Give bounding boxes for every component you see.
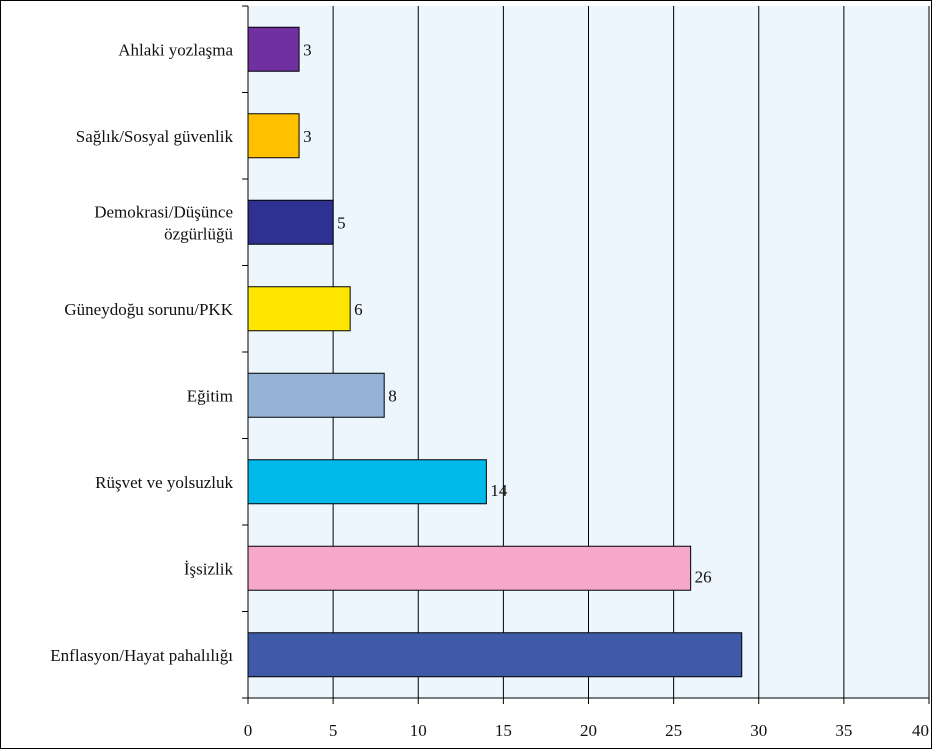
bar-6 [247,545,692,591]
category-label-4: Eğitim [187,386,233,405]
bar-1 [247,113,300,159]
category-label-7: Enflasyon/Hayat pahalılığı [50,646,233,665]
labels: Ahlaki yozlaşma 3 Sağlık/Sosyal güvenlik 3 D… [50,40,929,740]
category-label-5: Rüşvet ve yolsuzluk [95,473,233,492]
category-label-3: Güneydoğu sorunu/PKK [64,300,233,319]
category-label-1: Sağlık/Sosyal güvenlik [76,127,234,146]
data-label-2: 5 [337,213,346,232]
x-tick-label-30: 30 [750,721,767,740]
x-tick-label-0: 0 [244,721,253,740]
x-tick-label-35: 35 [835,721,852,740]
bar-4 [247,372,385,418]
x-tick-label-20: 20 [580,721,597,740]
data-label-4: 8 [388,386,397,405]
bar-7 [247,632,743,678]
x-tick-label-5: 5 [329,721,338,740]
x-tick-label-10: 10 [410,721,427,740]
data-label-6: 26 [695,567,712,586]
bar-2 [247,199,334,245]
category-label-6: İşsizlik [184,559,234,578]
category-label-2-line-0: Demokrasi/Düşünce [94,202,233,221]
category-label-2-line-1: özgürlüğü [164,224,233,243]
category-label-0: Ahlaki yozlaşma [118,40,233,59]
data-label-0: 3 [303,40,312,59]
bars [247,26,743,678]
data-label-1: 3 [303,127,312,146]
x-tick-label-15: 15 [495,721,512,740]
x-tick-label-40: 40 [912,721,929,740]
bar-3 [247,286,351,332]
x-tick-label-25: 25 [665,721,682,740]
data-label-5: 14 [490,481,508,500]
bar-0 [247,26,300,72]
data-label-3: 6 [354,300,363,319]
bar-5 [247,459,487,505]
axes [242,5,930,704]
